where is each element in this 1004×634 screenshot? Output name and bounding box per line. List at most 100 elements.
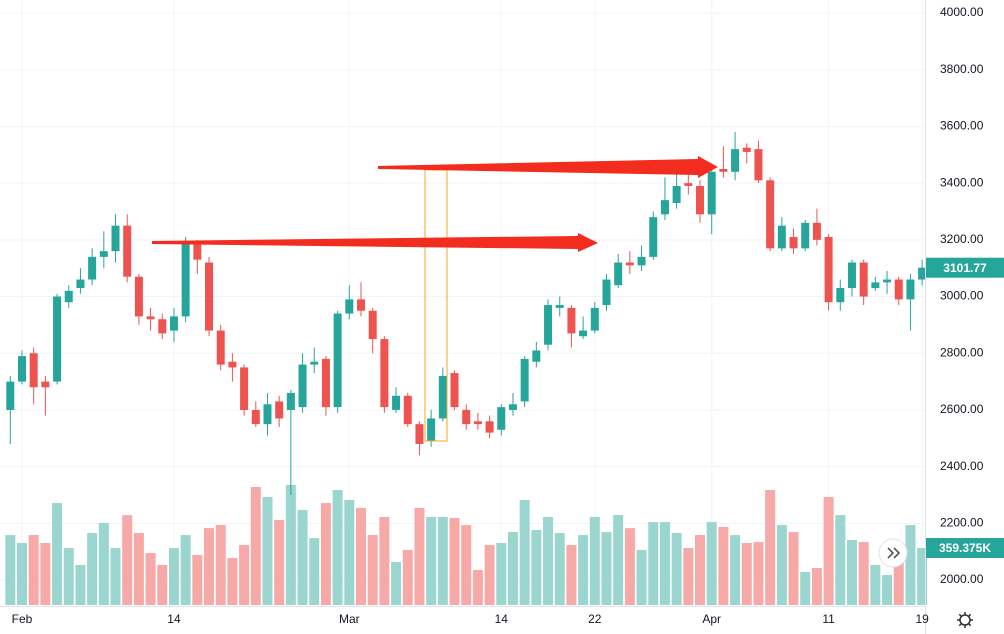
volume-bar (823, 497, 834, 605)
volume-bar (239, 545, 250, 605)
y-tick-label: 3000.00 (940, 289, 984, 303)
volume-bar (391, 562, 402, 605)
volume-bar (320, 503, 331, 605)
volume-bar (484, 545, 495, 605)
candle-body (321, 358, 330, 408)
settings-button[interactable] (957, 612, 973, 628)
volume-bar (449, 517, 460, 605)
candle-body (181, 242, 190, 317)
volume-bar (496, 542, 507, 605)
candle-body (684, 183, 693, 186)
arrow (378, 156, 718, 178)
candle-body (918, 267, 927, 280)
x-tick-label: 11 (822, 612, 835, 626)
y-tick-label: 2200.00 (940, 516, 984, 530)
candles (6, 132, 927, 495)
candle-body (345, 299, 354, 314)
volume-bar (297, 510, 308, 605)
x-tick-label: 14 (167, 612, 181, 626)
candle-body (625, 262, 634, 266)
candle-body (298, 364, 307, 408)
candle-body (53, 296, 62, 382)
y-tick-label: 3600.00 (940, 119, 984, 133)
volume-bar (765, 490, 776, 605)
volume-bar (882, 575, 893, 605)
volume-label: 359.375K (939, 541, 991, 555)
volume-bar (157, 565, 168, 605)
candle-body (497, 407, 506, 430)
volume-bar (40, 542, 51, 605)
volume-bar (356, 507, 366, 605)
volume-bar (624, 528, 635, 605)
candle-body (240, 367, 249, 410)
candle-body (462, 409, 471, 425)
volume-bar (519, 500, 530, 605)
candle-body (368, 310, 377, 340)
volume-bar (753, 542, 764, 605)
volume-bar (543, 516, 554, 605)
volume-bar (250, 487, 261, 605)
candle-body (590, 307, 599, 331)
volume-bar (227, 558, 238, 605)
y-tick-label: 3200.00 (940, 232, 984, 246)
candle-body (555, 305, 564, 308)
volume-bar (659, 522, 670, 605)
candle-body (719, 168, 728, 172)
candle-body (742, 147, 751, 152)
settings-icon[interactable] (959, 614, 971, 626)
y-tick-label: 2600.00 (940, 402, 984, 416)
volume-bar (133, 533, 144, 605)
volume-bar (811, 568, 822, 605)
candle-body (614, 262, 623, 286)
volume-bar (554, 533, 565, 605)
annotations (152, 156, 718, 442)
candle-body (357, 299, 365, 311)
volume-bar (683, 548, 694, 605)
scroll-button[interactable] (878, 538, 908, 568)
candle-body (64, 290, 73, 303)
candle-body (29, 353, 38, 388)
volume-bar (145, 552, 156, 605)
candle-body (88, 256, 97, 280)
candle-body (286, 392, 295, 410)
volume-bar (168, 548, 179, 605)
candle-body (333, 313, 342, 408)
candle-body (836, 288, 845, 303)
candle-body (789, 237, 798, 249)
y-tick-label: 4000.00 (940, 5, 984, 19)
volume-bar (835, 515, 846, 605)
candle-body (415, 424, 424, 444)
volume-bar (379, 516, 390, 605)
volume-bar (122, 515, 133, 605)
volume-bar (180, 535, 191, 605)
y-tick-label: 2000.00 (940, 572, 984, 586)
scroll-icon[interactable] (887, 547, 901, 559)
volume-bar (5, 535, 16, 605)
x-tick-label: 14 (495, 612, 509, 626)
volume-bar (87, 533, 98, 605)
volume-bar (741, 542, 752, 605)
candle-body (99, 251, 108, 257)
candle-body (403, 395, 412, 425)
volume-bar (192, 555, 203, 605)
candle-body (17, 356, 26, 382)
settings-icon[interactable] (957, 612, 973, 628)
candle-body (134, 276, 143, 317)
volume (5, 484, 928, 605)
candle-body (812, 222, 821, 240)
volume-bar (917, 548, 928, 605)
candle-body (6, 381, 15, 410)
volume-bar (858, 542, 869, 605)
candle-body (906, 279, 915, 300)
volume-bar (846, 539, 857, 605)
volume-bar (800, 572, 811, 605)
volume-bar (437, 516, 448, 605)
candle-body (380, 339, 389, 408)
candle-body (41, 381, 50, 388)
candle-body (169, 316, 178, 331)
volume-bar (905, 525, 916, 605)
volume-bar (461, 525, 472, 605)
volume-bar (589, 516, 600, 605)
